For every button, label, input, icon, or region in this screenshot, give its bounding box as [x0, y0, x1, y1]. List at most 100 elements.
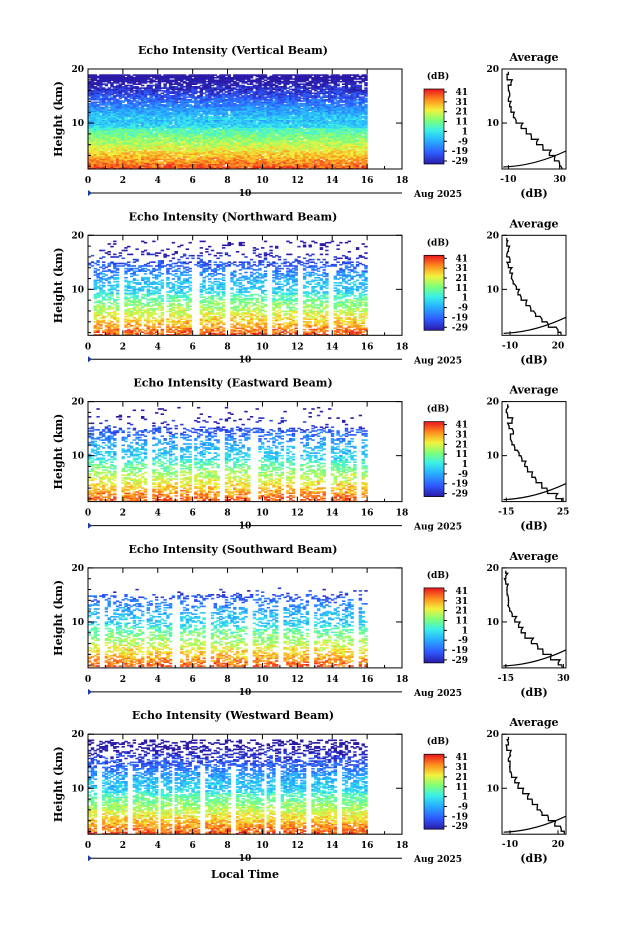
heatmap-cell — [138, 126, 142, 128]
heatmap-cell — [93, 167, 97, 169]
heatmap-cell — [208, 126, 212, 128]
heatmap-cell — [208, 152, 212, 154]
heatmap-cell — [210, 137, 215, 140]
heatmap-cell — [135, 114, 139, 117]
heatmap-cell — [255, 154, 259, 157]
heatmap-cell — [235, 136, 240, 139]
heatmap-cell — [238, 132, 243, 135]
heatmap-cell — [353, 118, 357, 120]
heatmap-cell — [138, 153, 142, 155]
heatmap-cell — [347, 139, 351, 141]
heatmap-cell — [272, 145, 276, 148]
heatmap-cell — [216, 113, 220, 115]
heatmap-cell — [141, 128, 145, 131]
heatmap-cell — [280, 158, 284, 161]
heatmap-cell — [280, 117, 284, 119]
heatmap-cell — [314, 135, 318, 137]
heatmap-cell — [322, 153, 326, 155]
heatmap-cell — [350, 130, 354, 132]
heatmap-cell — [99, 144, 103, 146]
heatmap-cell — [247, 159, 251, 162]
heatmap-cell — [319, 141, 324, 144]
heatmap-cell — [188, 124, 192, 127]
heatmap-cell — [191, 128, 195, 131]
heatmap-cell — [194, 111, 198, 114]
heatmap-cell — [316, 106, 321, 109]
heatmap-cell — [129, 108, 134, 110]
heatmap-cell — [102, 135, 106, 137]
heatmap-cell — [107, 130, 111, 132]
heatmap-cell — [330, 162, 335, 165]
heatmap-cell — [224, 132, 229, 135]
heatmap-cell — [93, 139, 97, 141]
heatmap-cell — [90, 118, 95, 120]
heatmap-cell — [171, 148, 176, 150]
heatmap-cell — [168, 109, 173, 111]
heatmap-cell — [305, 115, 310, 118]
heatmap-cell — [336, 114, 340, 117]
heatmap-cell — [107, 104, 111, 106]
heatmap-cell — [258, 114, 262, 117]
heatmap-cell — [280, 124, 284, 127]
heatmap-cell — [280, 149, 284, 152]
heatmap-cell — [289, 121, 293, 123]
heatmap-cell — [319, 132, 324, 135]
heatmap-cell — [104, 166, 109, 168]
heatmap-cell — [219, 154, 223, 157]
heatmap-cell — [258, 131, 262, 133]
heatmap-cell — [353, 104, 357, 106]
heatmap-cell — [227, 150, 231, 153]
heatmap-cell — [314, 113, 318, 115]
heatmap-cell — [160, 109, 164, 111]
heatmap-cell — [199, 153, 203, 155]
heatmap-cell — [342, 141, 346, 144]
heatmap-cell — [129, 114, 134, 117]
heatmap-cell — [247, 158, 251, 161]
heatmap-cell — [308, 118, 312, 120]
heatmap-cell — [155, 104, 159, 106]
heatmap-cell — [104, 113, 109, 115]
heatmap-cell — [316, 153, 321, 155]
heatmap-cell — [241, 167, 245, 169]
heatmap-cell — [216, 144, 220, 146]
heatmap-cell — [322, 143, 326, 145]
heatmap-cell — [249, 166, 254, 168]
heatmap-cell — [219, 106, 223, 109]
heatmap-cell — [305, 122, 310, 124]
heatmap-cell — [185, 148, 190, 150]
heatmap-cell — [353, 158, 357, 161]
heatmap-cell — [171, 111, 176, 114]
heatmap-cell — [182, 159, 187, 162]
heatmap-cell — [90, 154, 95, 157]
heatmap-cell — [115, 141, 120, 144]
heatmap-cell — [210, 140, 215, 143]
heatmap-cell — [339, 165, 343, 167]
heatmap-cell — [330, 122, 335, 124]
heatmap-cell — [185, 104, 190, 106]
heatmap-cell — [174, 113, 178, 115]
heatmap-cell — [305, 139, 310, 141]
heatmap-cell — [222, 146, 226, 149]
heatmap-cell — [244, 108, 248, 110]
heatmap-cell — [113, 115, 117, 118]
heatmap-cell — [143, 111, 148, 114]
heatmap-cell — [110, 128, 114, 131]
heatmap-cell — [302, 111, 307, 114]
heatmap-cell — [344, 109, 349, 111]
heatmap-cell — [177, 124, 181, 127]
heatmap-cell — [361, 148, 365, 150]
heatmap-cell — [238, 118, 243, 120]
heatmap-cell — [305, 118, 310, 120]
heatmap-cell — [202, 132, 206, 135]
heatmap-cell — [194, 131, 198, 133]
heatmap-cell — [336, 165, 340, 167]
heatmap-cell — [344, 153, 349, 155]
heatmap-cell — [252, 106, 257, 109]
heatmap-cell — [135, 158, 139, 161]
heatmap-cell — [266, 130, 270, 132]
heatmap-cell — [222, 102, 226, 105]
heatmap-cell — [311, 123, 315, 126]
heatmap-cell — [155, 148, 159, 150]
heatmap-cell — [328, 145, 332, 148]
heatmap-cell — [233, 131, 237, 133]
